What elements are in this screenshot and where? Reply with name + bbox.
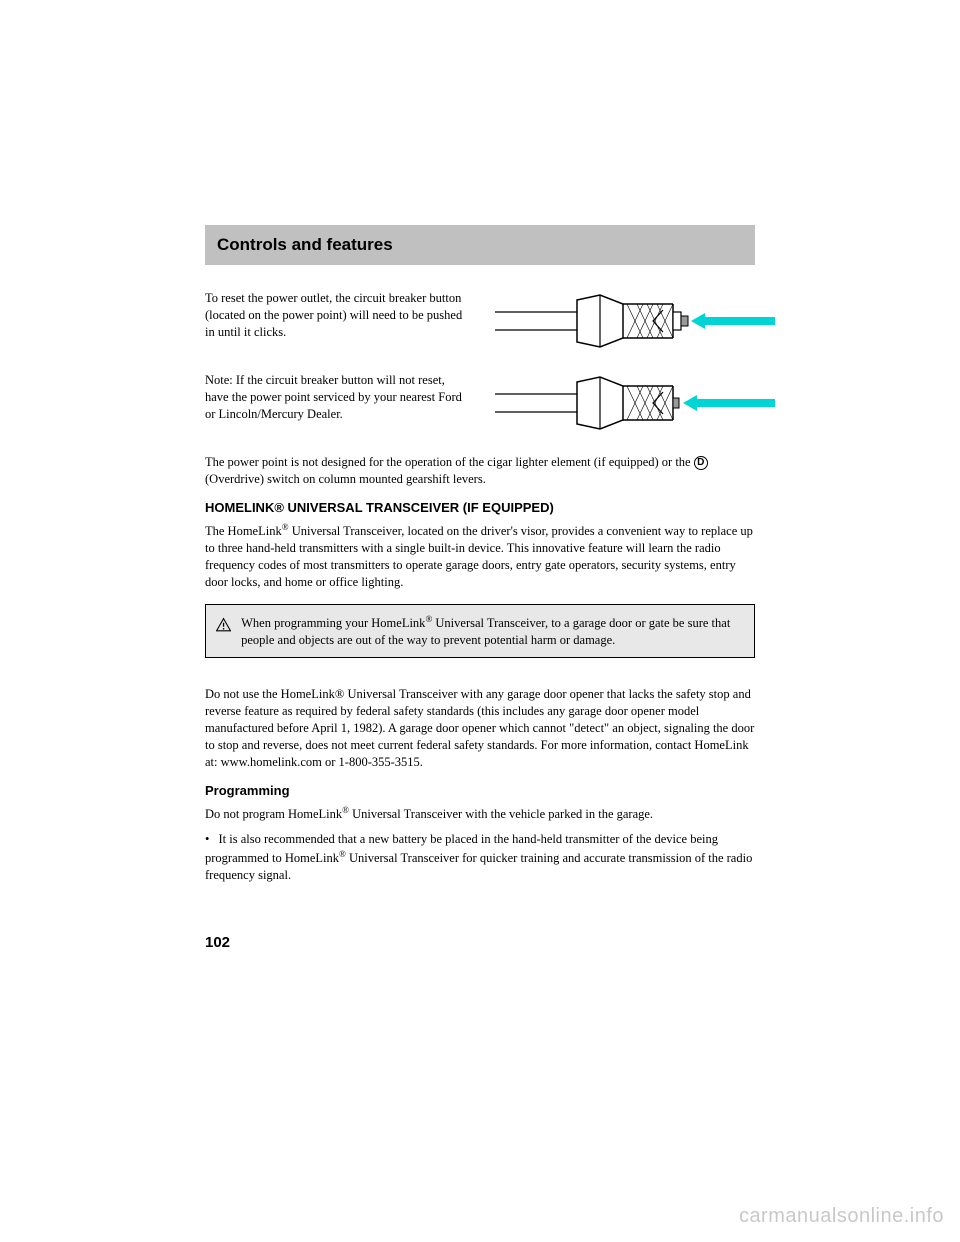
programming-note: Do not program HomeLink® Universal Trans… xyxy=(205,804,755,823)
para4-before: The HomeLink xyxy=(205,524,282,538)
reset-instruction-text: To reset the power outlet, the circuit b… xyxy=(205,290,464,341)
watermark: carmanualsonline.info xyxy=(739,1205,944,1228)
programming-heading: Programming xyxy=(205,783,755,798)
content-row-2: Note: If the circuit breaker button will… xyxy=(205,372,755,442)
warning-text: When programming your HomeLink® Universa… xyxy=(241,613,744,649)
para6-after: Universal Transceiver with the vehicle p… xyxy=(349,807,653,821)
para3-before: The power point is not designed for the … xyxy=(205,455,694,469)
overdrive-warning: The power point is not designed for the … xyxy=(205,454,755,488)
content-row-1: To reset the power outlet, the circuit b… xyxy=(205,290,755,360)
diagram-2 xyxy=(484,372,776,442)
note-text: Note: If the circuit breaker button will… xyxy=(205,372,464,423)
battery-recommendation: It is also recommended that a new batter… xyxy=(205,831,755,884)
homelink-heading: HOMELINK® UNIVERSAL TRANSCEIVER (IF EQUI… xyxy=(205,500,755,515)
para3-after: (Overdrive) switch on column mounted gea… xyxy=(205,472,486,486)
section-header: Controls and features xyxy=(205,225,755,265)
section-title: Controls and features xyxy=(217,235,743,255)
reg-symbol: ® xyxy=(339,849,346,859)
safety-standards-text: Do not use the HomeLink® Universal Trans… xyxy=(205,686,755,770)
para6-before: Do not program HomeLink xyxy=(205,807,342,821)
reg-symbol: ® xyxy=(342,805,349,815)
diagram-1 xyxy=(484,290,776,360)
page-number: 102 xyxy=(205,934,755,951)
warning-box: When programming your HomeLink® Universa… xyxy=(205,604,755,658)
reg-symbol: ® xyxy=(282,522,289,532)
homelink-intro: The HomeLink® Universal Transceiver, loc… xyxy=(205,521,755,591)
overdrive-d-icon xyxy=(694,456,708,470)
warning-before: When programming your HomeLink xyxy=(241,617,425,631)
warning-icon xyxy=(216,613,231,637)
para4-mid: Universal Transceiver, located on the dr… xyxy=(205,524,753,589)
